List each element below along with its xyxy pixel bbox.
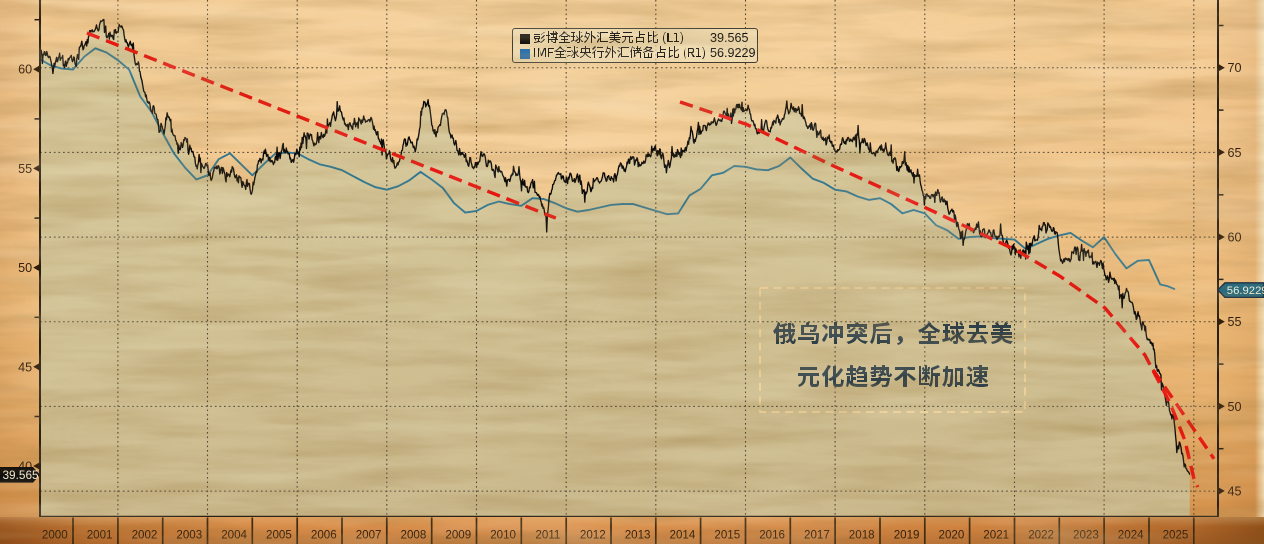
x-axis-year-label: 2020 xyxy=(939,529,965,542)
x-axis-year-label: 2021 xyxy=(983,529,1009,542)
legend-swatch-usd xyxy=(520,34,530,44)
x-axis-year-label: 2003 xyxy=(176,529,202,542)
x-axis-year-label: 2001 xyxy=(87,529,113,542)
legend-label-imf-glyphs xyxy=(533,46,705,59)
annotation-text-line1: 俄乌冲突后，全球去美 xyxy=(772,318,1013,348)
x-axis-year-label: 2017 xyxy=(804,529,830,542)
x-axis-year-label: 2015 xyxy=(714,529,740,542)
x-axis-year-label: 2009 xyxy=(445,529,471,542)
annotation-border-rect xyxy=(759,287,1026,413)
x-axis-year-label: 2008 xyxy=(401,529,427,542)
x-axis-year-label: 2025 xyxy=(1163,529,1189,542)
imf-badge-value: 56.9229 xyxy=(1227,285,1264,297)
x-axis-year-label: 2002 xyxy=(132,529,158,542)
x-axis-year-label: 2022 xyxy=(1028,529,1054,542)
legend-value-imf: 56.9229 xyxy=(710,46,756,60)
x-axis-year-label: 2016 xyxy=(759,529,785,542)
last-value-badge-usd: 39.565 xyxy=(0,466,40,483)
x-axis-year-label: 2019 xyxy=(894,529,920,542)
usd-badge-value: 39.565 xyxy=(3,468,40,482)
x-axis-year-label: 2023 xyxy=(1073,529,1099,542)
annotation-box: 俄乌冲突后，全球去美 元化趋势不断加速 xyxy=(759,287,1026,413)
legend-row-usd: 彭博全球外汇美元占比 (L1) 39.565 xyxy=(520,31,757,46)
annotation-dashed-border xyxy=(759,287,1026,413)
x-axis-year-label: 2024 xyxy=(1118,529,1144,542)
x-axis-year-label: 2014 xyxy=(670,529,696,542)
x-axis-year-label: 2006 xyxy=(311,529,337,542)
legend-row-imf: IMF全球央行外汇储备占比 (R1) 56.9229 xyxy=(520,46,757,61)
x-axis-year-label: 2004 xyxy=(221,529,247,542)
x-axis-year-label: 2000 xyxy=(42,529,68,542)
legend-swatch-imf xyxy=(520,49,530,59)
x-axis-year-label: 2013 xyxy=(625,529,651,542)
annotation-line2-glyphs xyxy=(797,365,988,387)
annotation-text-line2: 元化趋势不断加速 xyxy=(797,361,989,391)
x-axis-year-label: 2010 xyxy=(490,529,516,542)
x-axis-year-label: 2007 xyxy=(356,529,382,542)
annotation-line1-glyphs xyxy=(772,322,1013,345)
legend-label-usd-glyphs xyxy=(533,31,683,44)
x-axis-year-label: 2011 xyxy=(535,529,560,542)
year-labels-group: 2000 2001 2002 2003 2004 2005 2006 2007 2008 2009… xyxy=(42,517,1195,544)
last-value-badge-imf: 56.9229 xyxy=(1217,281,1264,298)
legend-value-usd: 39.565 xyxy=(710,31,749,45)
x-axis-year-label: 2012 xyxy=(580,529,606,542)
legend-box: 彭博全球外汇美元占比 (L1) 39.565 IMF全球央行外汇储备占比 (R1… xyxy=(512,28,758,63)
x-axis-year-label: 2005 xyxy=(266,529,292,542)
x-axis-year-label: 2018 xyxy=(849,529,875,542)
